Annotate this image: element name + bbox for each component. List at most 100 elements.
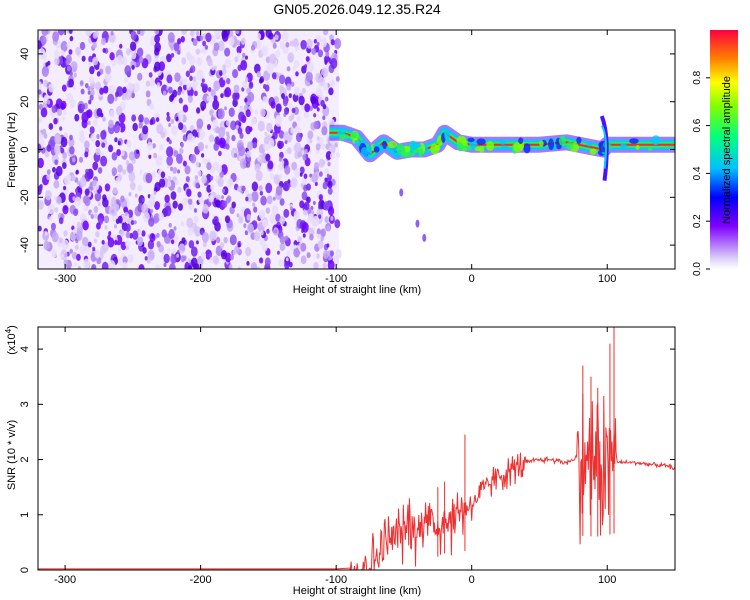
noise-speckle [79, 41, 86, 51]
noise-speckle [216, 164, 223, 173]
heatmap-x-axis: -300 -200 -100 0 100 [54, 30, 616, 285]
noise-speckle [192, 76, 197, 82]
noise-speckle [230, 120, 237, 131]
noise-speckle [326, 243, 330, 248]
noise-speckle [311, 47, 317, 56]
noise-speckle [310, 96, 317, 105]
noise-speckle [279, 216, 286, 225]
snr-y-label: SNR (10 * v/v) [6, 420, 18, 490]
noise-speckle [192, 38, 198, 46]
noise-speckle [61, 50, 65, 56]
noise-speckle [168, 86, 173, 94]
noise-speckle [310, 206, 314, 211]
noise-speckle [46, 144, 52, 152]
noise-speckle [113, 224, 118, 229]
noise-speckle [89, 126, 95, 134]
noise-speckle [105, 144, 109, 150]
noise-speckle [300, 242, 307, 252]
colorbar-tick-label: 0.6 [692, 118, 703, 132]
noise-speckle [100, 112, 104, 118]
noise-speckle [50, 222, 56, 231]
noise-speckle [73, 208, 79, 217]
noise-speckle [108, 47, 112, 53]
colorbar: 0.0 0.2 0.4 0.6 0.8 Normalized spectral ampl… [692, 30, 738, 276]
noise-speckle [93, 238, 98, 244]
noise-speckle [160, 171, 166, 179]
noise-speckle [328, 87, 334, 96]
noise-speckle [131, 114, 137, 122]
y-tick-label: 1 [19, 512, 31, 518]
snr-multiplier: (x104) [4, 325, 19, 355]
noise-speckle [218, 126, 226, 138]
noise-speckle [60, 40, 68, 52]
noise-speckle [141, 230, 146, 237]
noise-speckle [154, 30, 160, 35]
noise-speckle [230, 254, 234, 261]
noise-speckle [297, 151, 302, 158]
noise-speckle [251, 190, 259, 202]
noise-speckle [302, 233, 306, 238]
noise-speckle [129, 232, 134, 239]
noise-speckle [56, 107, 63, 117]
noise-speckle [38, 103, 44, 111]
noise-speckle [168, 222, 172, 228]
noise-speckle [124, 76, 128, 83]
noise-speckle [155, 117, 160, 123]
streak-dot [415, 219, 420, 228]
noise-speckle [209, 230, 217, 242]
noise-speckle [221, 188, 226, 194]
noise-speckle [298, 95, 305, 106]
noise-speckle [228, 264, 233, 269]
noise-speckle [267, 160, 274, 170]
noise-speckle [136, 236, 144, 247]
noise-speckle [201, 232, 209, 243]
noise-speckle [74, 196, 81, 207]
noise-speckle [61, 84, 67, 92]
noise-speckle [263, 136, 270, 145]
noise-speckle [273, 174, 281, 185]
noise-speckle [142, 247, 147, 254]
noise-speckle [272, 196, 276, 201]
noise-speckle [255, 39, 262, 50]
noise-speckle [224, 47, 231, 57]
noise-speckle [166, 146, 174, 158]
x-tick-label: 100 [598, 574, 616, 586]
noise-speckle [259, 237, 265, 246]
noise-speckle [74, 244, 79, 251]
noise-speckle [256, 71, 262, 78]
band-blob [444, 128, 451, 141]
y-tick-label: 0 [19, 567, 31, 573]
noise-speckle [300, 183, 304, 188]
band-blob [539, 140, 544, 147]
noise-speckle [279, 151, 284, 159]
noise-speckle [220, 250, 228, 260]
noise-speckle [114, 137, 118, 143]
noise-speckle [124, 211, 128, 217]
noise-speckle [286, 134, 292, 143]
noise-speckle [324, 96, 329, 102]
noise-speckle [232, 68, 239, 79]
noise-speckle [322, 262, 327, 269]
noise-speckle [334, 219, 341, 229]
noise-speckle [239, 158, 247, 169]
noise-speckle [93, 119, 98, 126]
noise-speckle [163, 262, 167, 268]
noise-speckle [170, 93, 175, 101]
band-blob [373, 146, 380, 153]
noise-speckle [145, 80, 151, 87]
noise-speckle [88, 61, 92, 67]
noise-speckle [71, 251, 77, 260]
noise-speckle [107, 93, 115, 105]
noise-speckle [83, 258, 90, 269]
noise-speckle [159, 144, 164, 151]
noise-speckle [309, 233, 314, 241]
noise-speckle [166, 74, 173, 84]
noise-speckle [262, 243, 268, 252]
noise-speckle [296, 115, 301, 122]
noise-speckle [133, 220, 137, 225]
snr-plot-area [38, 327, 675, 570]
noise-speckle [276, 114, 281, 121]
noise-speckle [295, 132, 303, 143]
noise-speckle [162, 90, 167, 96]
noise-speckle [142, 211, 150, 223]
